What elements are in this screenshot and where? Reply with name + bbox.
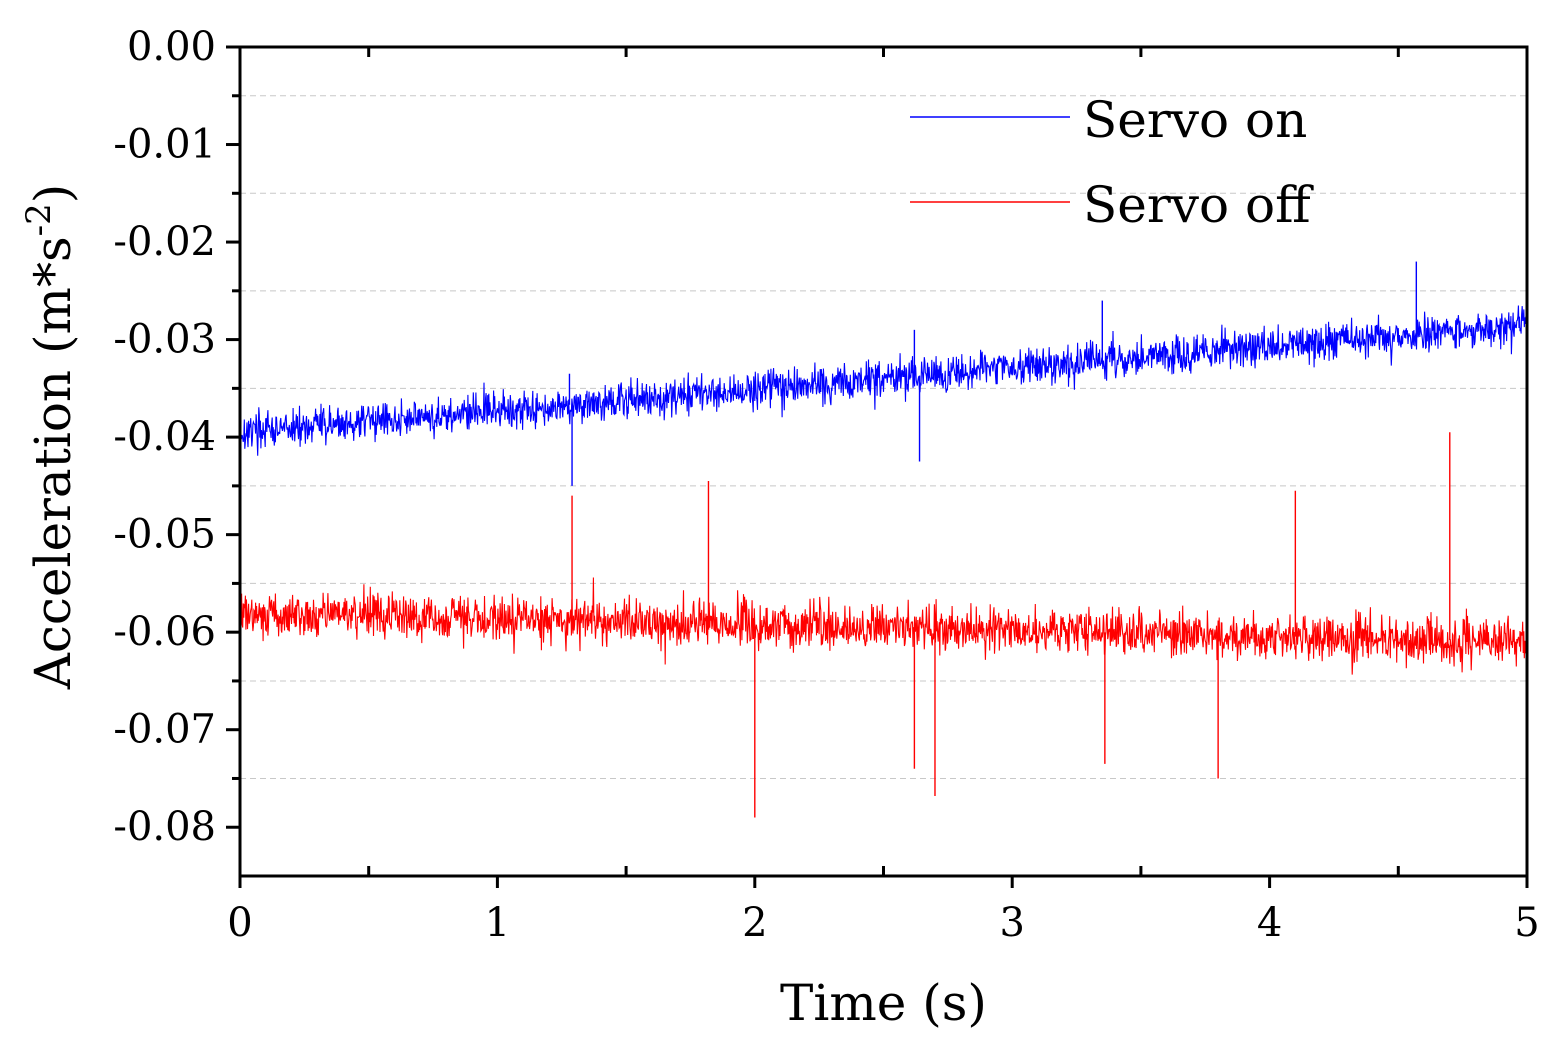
y-axis: 0.00 -0.01 -0.02 -0.03 -0.04 -0.05 -0.06 -0.07 -… (113, 24, 240, 850)
series-line-servo-on (239, 305, 1528, 456)
y-tick-label: -0.04 (113, 414, 216, 460)
series-line-servo-off (239, 577, 1528, 675)
y-tick-label: -0.01 (113, 122, 216, 168)
y-axis-title-main: Acceleration (m*s (24, 236, 82, 690)
legend: Servo on Servo off (910, 91, 1314, 234)
series-layer (239, 261, 1528, 818)
legend-label: Servo on (1083, 91, 1307, 149)
x-axis-title: Time (s) (780, 974, 987, 1032)
y-tick-label: -0.02 (113, 219, 216, 265)
legend-label: Servo off (1083, 176, 1314, 234)
y-tick-label: -0.06 (113, 609, 216, 655)
x-tick-label: 1 (485, 900, 510, 946)
x-tick-label: 0 (227, 900, 252, 946)
x-tick-label: 3 (999, 900, 1024, 946)
y-tick-label: -0.05 (113, 512, 216, 558)
y-axis-title-end: ) (24, 184, 82, 204)
y-tick-label: -0.08 (113, 804, 216, 850)
x-axis: 0 1 2 3 4 5 (227, 47, 1540, 946)
y-axis-title-superscript: -2 (19, 203, 59, 236)
y-tick-label: -0.07 (113, 707, 216, 753)
x-tick-label: 4 (1257, 900, 1282, 946)
x-tick-label: 5 (1514, 900, 1539, 946)
y-tick-label: 0.00 (127, 24, 216, 70)
y-axis-title: Acceleration (m*s-2) (19, 184, 82, 691)
x-tick-label: 2 (742, 900, 767, 946)
y-tick-label: -0.03 (113, 317, 216, 363)
gridlines (240, 95, 1527, 779)
